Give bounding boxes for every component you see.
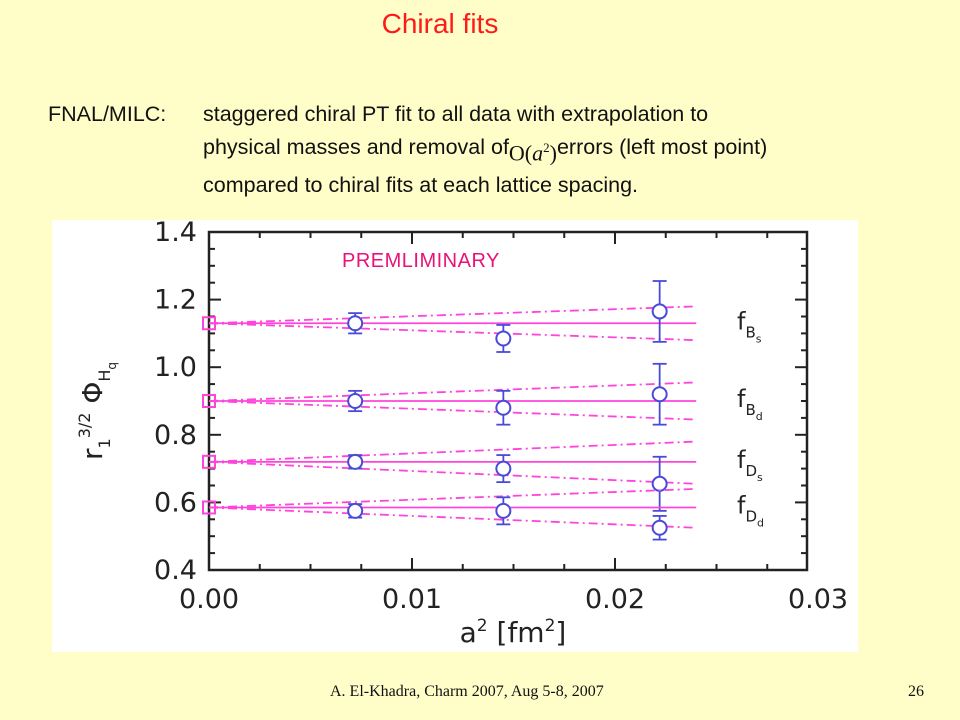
fit-band-lower (208, 460, 697, 485)
data-point (651, 303, 668, 320)
y-tick-label: 1.0 (154, 352, 197, 383)
chart-panel: 0.4 0.6 0.8 1.0 1.2 1.4 0.00 0.01 0.02 0.03 a2 [fm… (52, 220, 858, 652)
data-point (651, 519, 668, 536)
fit-band-upper (208, 440, 697, 463)
fit-band-upper (208, 305, 697, 325)
fit-band-lower (208, 506, 697, 529)
data-point (495, 330, 512, 347)
y-tick-label: 1.2 (154, 285, 197, 316)
decay-constant-chart: 0.4 0.6 0.8 1.0 1.2 1.4 0.00 0.01 0.02 0.03 a2 [fm… (75, 220, 848, 649)
fit-band-upper (208, 381, 697, 402)
data-point (347, 315, 364, 332)
x-tick-label: 0.03 (788, 584, 848, 615)
data-point (347, 453, 364, 470)
footer-citation: A. El-Khadra, Charm 2007, Aug 5-8, 2007 (330, 683, 604, 700)
series-label: fBd (737, 385, 763, 423)
data-point (495, 502, 512, 519)
y-tick-label: 1.4 (154, 220, 197, 248)
x-axis-label: a2 [fm2] (460, 616, 567, 649)
extrapolated-point (202, 454, 216, 469)
y-tick-label: 0.8 (154, 420, 197, 451)
extrapolated-point (202, 316, 216, 331)
x-tick-label: 0.01 (382, 584, 442, 615)
page-number: 26 (908, 683, 924, 700)
fit-band-lower (208, 400, 697, 421)
description-text-3: compared to chiral fits at each lattice … (203, 173, 638, 198)
description-text-2a: physical masses and removal of (203, 135, 509, 159)
preliminary-annotation: PREMLIMINARY (342, 250, 500, 272)
description-line-2: physical masses and removal of O(a2) err… (48, 131, 948, 169)
fit-band-upper (208, 487, 697, 509)
fit-band-lower (208, 322, 697, 342)
y-tick-label: 0.4 (154, 555, 197, 586)
data-point (347, 502, 364, 519)
series-label: fDd (737, 491, 764, 529)
description-line-1: FNAL/MILC: staggered chiral PT fit to al… (48, 98, 948, 131)
description-text-1: staggered chiral PT fit to all data with… (203, 102, 709, 126)
description: FNAL/MILC: staggered chiral PT fit to al… (48, 98, 948, 202)
data-point (651, 386, 668, 403)
y-axis-label: r13/2 ΦHq (75, 362, 119, 460)
data-point (347, 393, 364, 409)
series-label: fBs (737, 307, 762, 345)
y-tick-label: 0.6 (154, 487, 197, 518)
data-point (495, 399, 512, 416)
slide-title: Chiral fits (381, 8, 499, 39)
extrapolated-point (202, 394, 216, 408)
description-text-2b: errors (left most point) (556, 135, 768, 159)
description-line-3: compared to chiral fits at each lattice … (48, 169, 948, 202)
x-tick-label: 0.02 (585, 584, 645, 615)
order-a-squared: O(a2) (508, 140, 557, 166)
data-point (495, 460, 512, 477)
x-tick-label: 0.00 (179, 584, 239, 615)
series-label: fDs (737, 446, 763, 484)
description-label: FNAL/MILC: (48, 102, 167, 126)
extrapolated-point (202, 500, 216, 515)
data-point (651, 475, 668, 492)
